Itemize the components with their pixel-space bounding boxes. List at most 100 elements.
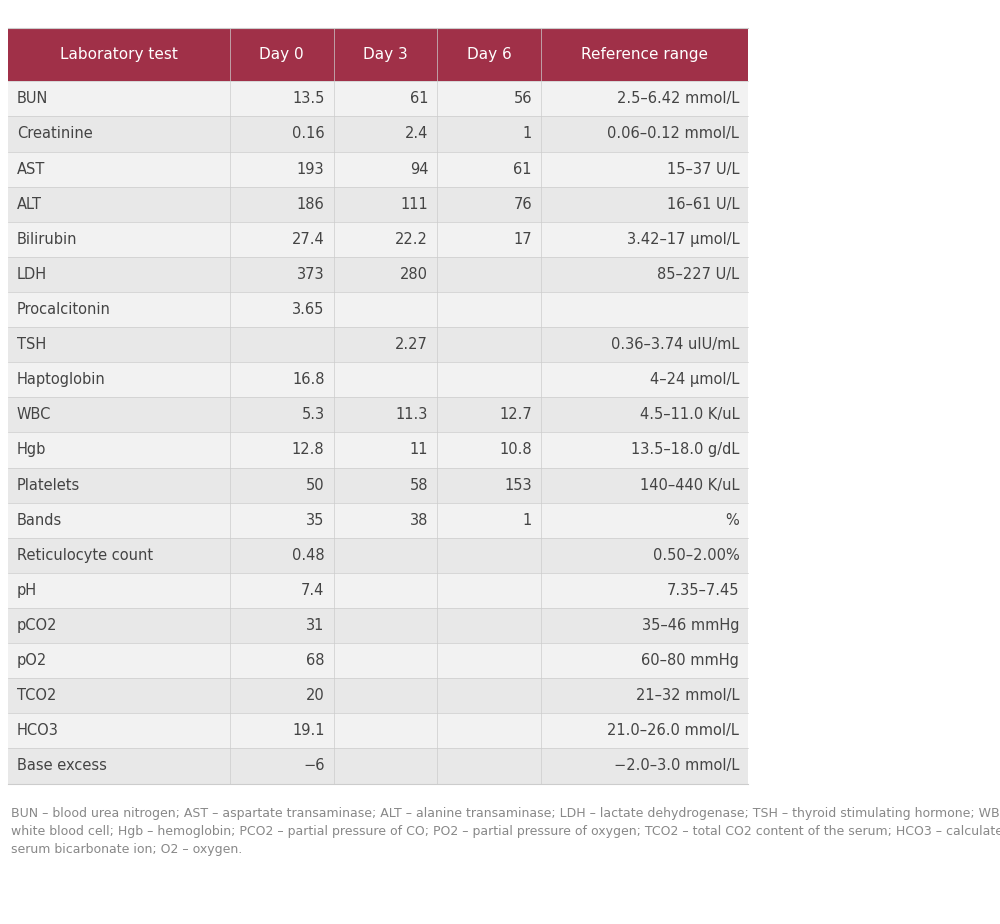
FancyBboxPatch shape	[8, 397, 748, 432]
Text: 68: 68	[306, 653, 324, 668]
Text: TCO2: TCO2	[17, 688, 56, 703]
Text: 12.8: 12.8	[292, 443, 324, 457]
Text: 280: 280	[400, 267, 428, 282]
FancyBboxPatch shape	[8, 468, 748, 503]
Text: 61: 61	[410, 91, 428, 106]
Text: LDH: LDH	[17, 267, 47, 282]
Text: 1: 1	[523, 127, 532, 141]
Text: 21–32 mmol/L: 21–32 mmol/L	[636, 688, 739, 703]
FancyBboxPatch shape	[334, 28, 437, 81]
FancyBboxPatch shape	[8, 292, 748, 327]
Text: 85–227 U/L: 85–227 U/L	[657, 267, 739, 282]
FancyBboxPatch shape	[541, 28, 748, 81]
Text: 2.5–6.42 mmol/L: 2.5–6.42 mmol/L	[617, 91, 739, 106]
Text: 20: 20	[306, 688, 324, 703]
Text: 94: 94	[410, 162, 428, 176]
FancyBboxPatch shape	[8, 678, 748, 713]
Text: 15–37 U/L: 15–37 U/L	[667, 162, 739, 176]
FancyBboxPatch shape	[8, 643, 748, 678]
Text: 56: 56	[513, 91, 532, 106]
FancyBboxPatch shape	[8, 362, 748, 397]
Text: Bands: Bands	[17, 513, 62, 528]
Text: 10.8: 10.8	[499, 443, 532, 457]
Text: 5.3: 5.3	[301, 407, 324, 422]
Text: 0.16: 0.16	[292, 127, 324, 141]
Text: TSH: TSH	[17, 337, 46, 352]
Text: 7.4: 7.4	[301, 583, 324, 598]
Text: 0.06–0.12 mmol/L: 0.06–0.12 mmol/L	[607, 127, 739, 141]
FancyBboxPatch shape	[437, 28, 541, 81]
Text: 13.5–18.0 g/dL: 13.5–18.0 g/dL	[631, 443, 739, 457]
Text: Base excess: Base excess	[17, 759, 107, 773]
FancyBboxPatch shape	[8, 116, 748, 152]
Text: 0.50–2.00%: 0.50–2.00%	[653, 548, 739, 563]
Text: 7.35–7.45: 7.35–7.45	[667, 583, 739, 598]
FancyBboxPatch shape	[8, 538, 748, 573]
Text: 4.5–11.0 K/uL: 4.5–11.0 K/uL	[640, 407, 739, 422]
FancyBboxPatch shape	[8, 222, 748, 257]
Text: Hgb: Hgb	[17, 443, 46, 457]
Text: 153: 153	[504, 478, 532, 492]
Text: 11.3: 11.3	[396, 407, 428, 422]
Text: 2.27: 2.27	[395, 337, 428, 352]
Text: 17: 17	[513, 232, 532, 247]
FancyBboxPatch shape	[230, 28, 334, 81]
Text: 35–46 mmHg: 35–46 mmHg	[642, 618, 739, 633]
Text: Reticulocyte count: Reticulocyte count	[17, 548, 153, 563]
FancyBboxPatch shape	[8, 187, 748, 222]
Text: ALT: ALT	[17, 197, 42, 212]
FancyBboxPatch shape	[8, 608, 748, 643]
Text: Procalcitonin: Procalcitonin	[17, 302, 111, 317]
Text: Creatinine: Creatinine	[17, 127, 92, 141]
Text: 76: 76	[513, 197, 532, 212]
Text: Bilirubin: Bilirubin	[17, 232, 77, 247]
Text: 12.7: 12.7	[499, 407, 532, 422]
Text: WBC: WBC	[17, 407, 51, 422]
Text: pO2: pO2	[17, 653, 47, 668]
Text: %: %	[726, 513, 739, 528]
Text: 16–61 U/L: 16–61 U/L	[667, 197, 739, 212]
Text: BUN – blood urea nitrogen; AST – aspartate transaminase; ALT – alanine transamin: BUN – blood urea nitrogen; AST – asparta…	[11, 807, 1000, 856]
FancyBboxPatch shape	[8, 503, 748, 538]
FancyBboxPatch shape	[8, 257, 748, 292]
Text: 2.4: 2.4	[405, 127, 428, 141]
Text: Day 6: Day 6	[467, 47, 512, 62]
Text: 140–440 K/uL: 140–440 K/uL	[640, 478, 739, 492]
Text: 31: 31	[306, 618, 324, 633]
Text: 0.36–3.74 uIU/mL: 0.36–3.74 uIU/mL	[611, 337, 739, 352]
Text: Day 0: Day 0	[259, 47, 304, 62]
Text: 50: 50	[306, 478, 324, 492]
Text: 1: 1	[523, 513, 532, 528]
Text: −6: −6	[303, 759, 324, 773]
Text: 4–24 μmol/L: 4–24 μmol/L	[650, 372, 739, 387]
FancyBboxPatch shape	[8, 152, 748, 187]
Text: 0.48: 0.48	[292, 548, 324, 563]
Text: 61: 61	[513, 162, 532, 176]
Text: 13.5: 13.5	[292, 91, 324, 106]
Text: 22.2: 22.2	[395, 232, 428, 247]
Text: 21.0–26.0 mmol/L: 21.0–26.0 mmol/L	[607, 723, 739, 738]
Text: HCO3: HCO3	[17, 723, 59, 738]
Text: 16.8: 16.8	[292, 372, 324, 387]
Text: 3.42–17 μmol/L: 3.42–17 μmol/L	[627, 232, 739, 247]
Text: Platelets: Platelets	[17, 478, 80, 492]
FancyBboxPatch shape	[8, 432, 748, 468]
FancyBboxPatch shape	[8, 81, 748, 116]
Text: Haptoglobin: Haptoglobin	[17, 372, 105, 387]
Text: pH: pH	[17, 583, 37, 598]
FancyBboxPatch shape	[8, 573, 748, 608]
Text: 373: 373	[297, 267, 324, 282]
Text: Day 3: Day 3	[363, 47, 408, 62]
Text: 111: 111	[400, 197, 428, 212]
FancyBboxPatch shape	[8, 713, 748, 748]
Text: 186: 186	[297, 197, 324, 212]
Text: 19.1: 19.1	[292, 723, 324, 738]
Text: 193: 193	[297, 162, 324, 176]
Text: Laboratory test: Laboratory test	[60, 47, 178, 62]
Text: 38: 38	[410, 513, 428, 528]
Text: Reference range: Reference range	[581, 47, 708, 62]
FancyBboxPatch shape	[8, 327, 748, 362]
Text: 11: 11	[410, 443, 428, 457]
Text: 35: 35	[306, 513, 324, 528]
Text: −2.0–3.0 mmol/L: −2.0–3.0 mmol/L	[614, 759, 739, 773]
